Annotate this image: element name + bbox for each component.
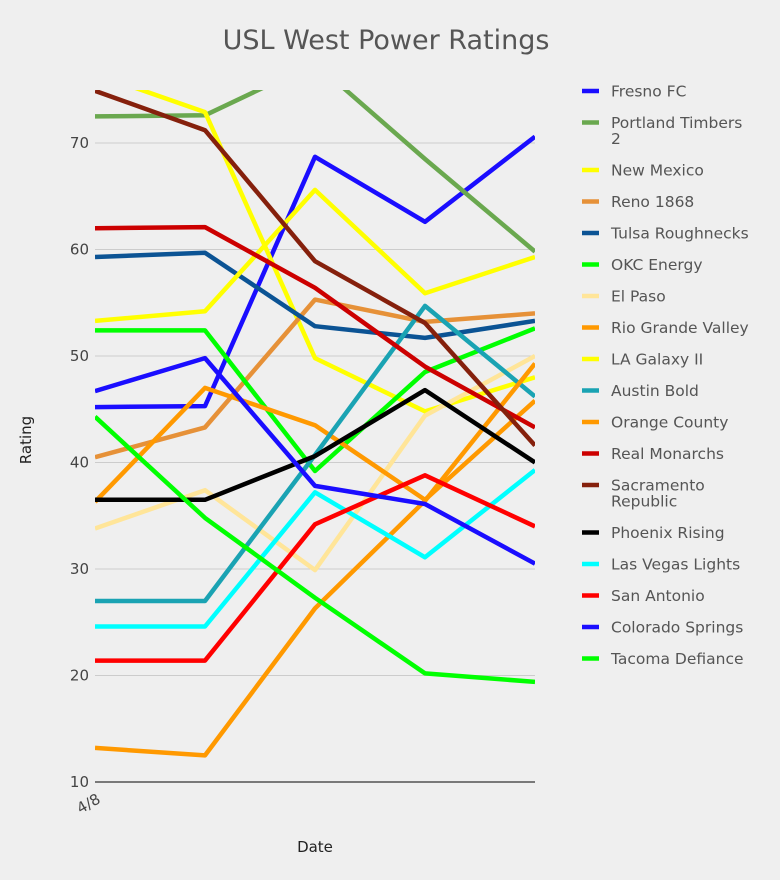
legend-label: Portland Timbers [611, 114, 742, 132]
legend-item: LA Galaxy II [582, 351, 703, 369]
legend-item: Tacoma Defiance [582, 650, 744, 668]
series-line-rio-grande-valley [95, 385, 535, 504]
y-axis-ticks: 10 20 30 40 50 60 70 [70, 134, 89, 791]
legend-item: Phoenix Rising [582, 524, 725, 542]
legend-item: OKC Energy [582, 256, 703, 274]
legend-item: Orange County [582, 414, 728, 432]
legend-item: Las Vegas Lights [582, 556, 740, 574]
series-line-new-mexico [134, 90, 535, 414]
y-tick-label: 60 [70, 241, 89, 259]
legend-label: 2 [611, 130, 621, 148]
y-tick-label: 50 [70, 347, 89, 365]
legend-item: Colorado Springs [582, 619, 743, 637]
legend-label: Phoenix Rising [611, 524, 725, 542]
y-tick-label: 20 [70, 667, 89, 685]
x-axis-label: Date [297, 838, 333, 856]
series-line-la-galaxy-ii [95, 187, 535, 324]
y-tick-label: 40 [70, 454, 89, 472]
legend-item: Rio Grande Valley [582, 319, 749, 337]
series-line-san-antonio [95, 473, 535, 663]
legend-label: Rio Grande Valley [611, 319, 749, 337]
y-tick-label: 70 [70, 134, 89, 152]
series-line-orange-county [95, 362, 535, 758]
series-line-okc-energy [95, 326, 535, 474]
series-line-austin-bold [95, 303, 535, 604]
x-tick-label: 4/8 [74, 790, 104, 818]
series-line-tulsa-roughnecks [95, 250, 535, 341]
series-lines [95, 90, 535, 758]
legend-label: Real Monarchs [611, 445, 724, 463]
legend-label: San Antonio [611, 587, 705, 605]
legend-item: New Mexico [582, 162, 704, 180]
x-axis-ticks: 4/8 [74, 790, 104, 818]
legend-label: Republic [611, 493, 677, 511]
y-tick-label: 30 [70, 560, 89, 578]
legend-label: Tulsa Roughnecks [610, 225, 749, 243]
series-line-las-vegas-lights [95, 468, 535, 629]
series-line-phoenix-rising [95, 387, 535, 503]
legend-label: OKC Energy [611, 256, 703, 274]
legend-label: Sacramento [611, 477, 705, 495]
series-line-el-paso [95, 354, 535, 573]
legend-label: El Paso [611, 288, 666, 306]
legend-label: Tacoma Defiance [610, 650, 744, 668]
series-line-real-monarchs [95, 224, 535, 430]
series-line-fresno-fc [95, 134, 535, 410]
series-line-sacramento-republic [95, 90, 535, 448]
legend-item: Tulsa Roughnecks [582, 225, 749, 243]
legend-label: Reno 1868 [611, 193, 694, 211]
legend-item: Fresno FC [582, 83, 686, 101]
legend-label: Colorado Springs [611, 619, 743, 637]
series-line-colorado-springs [95, 355, 535, 566]
legend-label: Orange County [611, 414, 728, 432]
legend-label: New Mexico [611, 162, 704, 180]
legend-item: Real Monarchs [582, 445, 724, 463]
legend-label: LA Galaxy II [611, 351, 703, 369]
legend-item: Austin Bold [582, 382, 699, 400]
legend-label: Austin Bold [611, 382, 699, 400]
y-tick-label: 10 [70, 773, 89, 791]
series-line-reno-1868 [95, 297, 535, 460]
legend-label: Fresno FC [611, 83, 686, 101]
legend-item: El Paso [582, 288, 666, 306]
chart-title: USL West Power Ratings [223, 25, 550, 56]
y-axis-label: Rating [17, 416, 35, 464]
legend-item: Reno 1868 [582, 193, 694, 211]
legend-item: San Antonio [582, 587, 705, 605]
legend-label: Las Vegas Lights [611, 556, 740, 574]
series-line-tacoma-defiance [95, 415, 535, 685]
